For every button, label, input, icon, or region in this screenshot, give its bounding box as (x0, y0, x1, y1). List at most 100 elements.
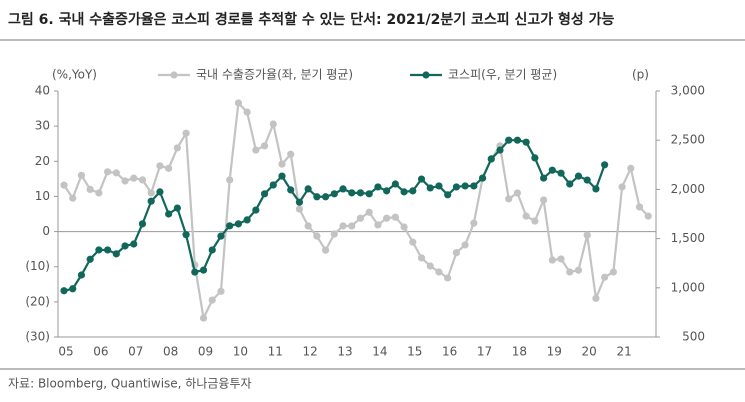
data-point (147, 197, 155, 205)
data-point (505, 136, 513, 144)
data-point (356, 214, 365, 222)
data-point (566, 268, 574, 276)
legend-label: 국내 수출증가율(좌, 분기 평균) (196, 68, 353, 82)
data-point (444, 274, 452, 282)
data-point (77, 271, 86, 279)
data-point (365, 208, 373, 216)
y-tick-label: 30 (35, 119, 50, 133)
data-point (304, 222, 312, 230)
data-point (234, 220, 242, 228)
data-point (522, 212, 530, 220)
data-point (104, 168, 112, 176)
data-point (548, 256, 556, 264)
data-point (287, 186, 295, 194)
data-point (426, 262, 434, 270)
data-point (487, 155, 495, 163)
data-point (478, 174, 487, 182)
data-point (444, 191, 452, 199)
x-tick-label: 19 (547, 345, 562, 359)
legend-marker (170, 71, 178, 79)
data-point (60, 181, 68, 189)
data-point (426, 184, 434, 192)
data-point (287, 150, 295, 158)
chart-title: 그림 6. 국내 수출증가율은 코스피 경로를 추적할 수 있는 단서: 202… (8, 11, 615, 28)
data-point (112, 250, 120, 258)
y2-tick-label: 2,500 (671, 133, 705, 147)
x-tick-label: 10 (233, 345, 248, 359)
x-tick-label: 05 (58, 345, 73, 359)
data-point (182, 231, 190, 239)
y2-tick-label: 3,000 (671, 84, 705, 98)
data-point (601, 273, 609, 281)
data-point (322, 246, 330, 254)
data-point (130, 174, 138, 182)
data-point (330, 230, 338, 238)
legend-marker (422, 71, 430, 79)
data-point (644, 212, 652, 220)
data-point (60, 287, 68, 295)
data-point (435, 268, 443, 276)
data-point (566, 180, 574, 188)
y2-tick-label: 2,000 (671, 182, 705, 196)
data-point (409, 187, 417, 195)
y-tick-label: 40 (35, 84, 50, 98)
data-point (540, 174, 548, 182)
data-point (522, 138, 530, 146)
y-tick-label: (20) (25, 294, 50, 308)
data-point (252, 146, 260, 154)
data-point (165, 164, 173, 172)
x-tick-label: 15 (407, 345, 422, 359)
data-point (295, 198, 304, 206)
data-point (95, 246, 103, 254)
data-point (217, 232, 225, 240)
x-tick-label: 14 (372, 345, 387, 359)
x-tick-label: 12 (303, 345, 318, 359)
data-point (330, 190, 338, 198)
data-point (121, 242, 129, 250)
x-tick-label: 06 (93, 345, 108, 359)
data-point (400, 223, 408, 231)
data-point (557, 169, 565, 177)
x-tick-label: 11 (268, 345, 283, 359)
data-point (592, 294, 600, 302)
data-point (304, 185, 312, 193)
data-point (86, 255, 94, 263)
x-tick-label: 09 (198, 345, 213, 359)
data-point (513, 136, 522, 144)
x-tick-label: 07 (128, 345, 143, 359)
data-point (313, 232, 321, 240)
data-point (322, 193, 330, 201)
y2-tick-label: 1,500 (671, 231, 705, 245)
data-point (496, 146, 504, 154)
data-point (156, 162, 164, 170)
data-point (147, 189, 155, 197)
y-tick-label: 0 (42, 224, 50, 238)
data-point (234, 99, 242, 107)
x-tick-label: 08 (163, 345, 178, 359)
data-point (69, 194, 77, 202)
data-point (226, 176, 234, 184)
source-note: 자료: Bloomberg, Quantiwise, 하나금융투자 (8, 377, 252, 391)
data-point (470, 219, 478, 227)
data-point (313, 193, 321, 201)
x-tick-label: 18 (512, 345, 527, 359)
y-tick-label: (30) (25, 330, 50, 344)
data-point (391, 213, 399, 221)
data-point (435, 182, 443, 190)
data-point (635, 203, 644, 211)
data-point (627, 164, 635, 172)
y2-tick-label: 1,000 (671, 280, 705, 294)
data-point (182, 129, 190, 137)
x-tick-label: 21 (616, 345, 631, 359)
data-point (531, 154, 539, 162)
data-point (208, 246, 216, 254)
data-point (208, 296, 216, 304)
data-point (618, 183, 626, 191)
data-point (548, 166, 556, 174)
data-point (156, 188, 164, 196)
data-point (452, 249, 460, 257)
data-point (69, 285, 77, 293)
data-point (112, 169, 120, 177)
data-point (540, 196, 548, 204)
